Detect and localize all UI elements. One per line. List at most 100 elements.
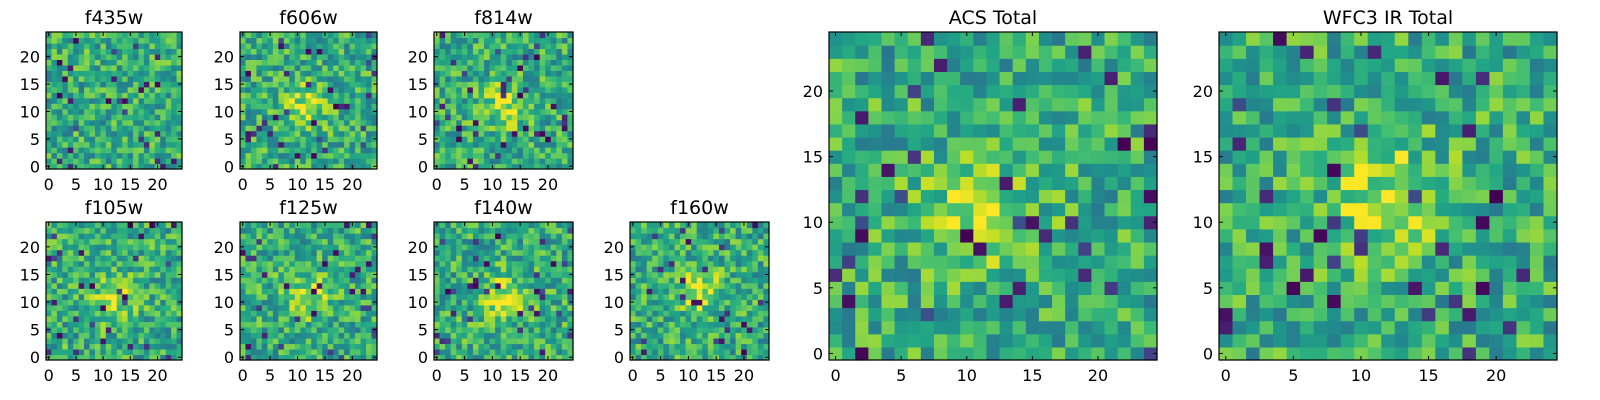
heatmap-cell: [133, 163, 140, 170]
heatmap-cell: [472, 266, 480, 273]
heatmap-cell: [1038, 202, 1053, 217]
heatmap-cell: [111, 103, 118, 110]
heatmap-cell: [534, 337, 541, 345]
heatmap-cell: [322, 238, 329, 245]
heatmap-cell: [999, 268, 1014, 282]
heatmap-cell: [300, 130, 307, 137]
heatmap-cell: [322, 321, 329, 328]
heatmap-cell: [986, 215, 1001, 230]
heatmap-cell: [973, 228, 988, 243]
heatmap-cell: [176, 64, 183, 71]
heatmap-cell: [445, 64, 452, 71]
heatmap-cell: [685, 249, 692, 256]
heatmap-cell: [94, 337, 101, 345]
heatmap-cell: [663, 348, 670, 356]
heatmap-cell: [489, 233, 496, 240]
heatmap-cell: [176, 337, 183, 345]
heatmap-cell: [461, 249, 468, 256]
heatmap-cell: [165, 326, 172, 333]
heatmap-cell: [46, 152, 53, 159]
heatmap-cell: [349, 255, 356, 262]
heatmap-cell: [46, 97, 53, 104]
heatmap-cell: [176, 147, 183, 154]
heatmap-cell: [561, 315, 569, 322]
heatmap-cell: [691, 282, 698, 289]
heatmap-cell: [51, 70, 58, 77]
heatmap-cell: [333, 354, 340, 361]
heatmap-cell: [176, 32, 183, 39]
heatmap-cell: [947, 202, 961, 217]
heatmap-cell: [311, 147, 318, 154]
heatmap-cell: [511, 53, 518, 60]
heatmap-cell: [349, 343, 356, 350]
heatmap-cell: [495, 348, 502, 356]
heatmap-cell: [478, 86, 485, 93]
heatmap-cell: [741, 255, 748, 262]
heatmap-cell: [338, 271, 345, 278]
heatmap-cell: [528, 277, 535, 284]
heatmap-cell: [278, 163, 285, 170]
heatmap-cell: [149, 141, 156, 148]
heatmap-cell: [556, 32, 563, 39]
heatmap-cell: [154, 321, 161, 328]
heatmap-cell: [171, 326, 178, 333]
heatmap-cell: [752, 332, 759, 339]
heatmap-cell: [78, 42, 85, 50]
heatmap-cell: [338, 233, 345, 240]
heatmap-cell: [724, 343, 731, 350]
axes-frame: [239, 221, 378, 361]
heatmap-cell: [506, 125, 513, 132]
heatmap-cell: [51, 310, 58, 317]
heatmap-cell: [456, 114, 463, 121]
heatmap-cell: [450, 108, 457, 115]
heatmap-cell: [635, 260, 642, 267]
heatmap-cell: [305, 158, 312, 165]
heatmap-cell: [73, 271, 80, 278]
heatmap-cell: [528, 326, 535, 333]
heatmap-cell: [305, 315, 312, 322]
heatmap-cell: [100, 310, 107, 317]
heatmap-cell: [51, 152, 58, 159]
heatmap-cell: [46, 282, 53, 289]
heatmap-cell: [1091, 163, 1106, 177]
heatmap-cell: [62, 304, 69, 311]
heatmap-cell: [456, 348, 463, 356]
heatmap-cell: [561, 97, 569, 104]
heatmap-cell: [105, 64, 112, 71]
heatmap-cell: [534, 130, 541, 137]
heatmap-cell: [484, 114, 491, 121]
heatmap-cell: [545, 37, 552, 44]
heatmap-cell: [278, 53, 285, 60]
heatmap-cell: [149, 163, 156, 170]
heatmap-cell: [920, 320, 935, 335]
heatmap-cell: [105, 304, 112, 311]
heatmap-cell: [289, 277, 296, 284]
heatmap-cell: [445, 244, 452, 251]
heatmap-cell: [685, 288, 692, 295]
heatmap-cell: [333, 92, 340, 99]
heatmap-cell: [472, 163, 480, 170]
heatmap-cell: [1038, 228, 1053, 243]
heatmap-cell: [56, 255, 63, 262]
heatmap-cell: [261, 244, 268, 251]
heatmap-cell: [300, 348, 307, 356]
heatmap-cell: [646, 222, 653, 229]
heatmap-cell: [556, 277, 563, 284]
heatmap-cell: [300, 222, 307, 229]
heatmap-cell: [434, 315, 441, 322]
heatmap-cell: [545, 86, 552, 93]
heatmap-cell: [338, 343, 345, 350]
heatmap-cell: [316, 64, 323, 71]
heatmap-cell: [630, 255, 637, 262]
heatmap-cell: [685, 266, 692, 273]
heatmap-cell: [100, 147, 107, 154]
heatmap-cell: [240, 321, 247, 328]
heatmap-cell: [534, 125, 541, 132]
heatmap-cell: [461, 147, 468, 154]
heatmap-cell: [450, 326, 457, 333]
heatmap-cell: [472, 119, 480, 126]
heatmap-cell: [127, 42, 134, 50]
heatmap-cell: [250, 304, 258, 311]
heatmap-cell: [506, 37, 513, 44]
heatmap-cell: [1012, 202, 1027, 217]
